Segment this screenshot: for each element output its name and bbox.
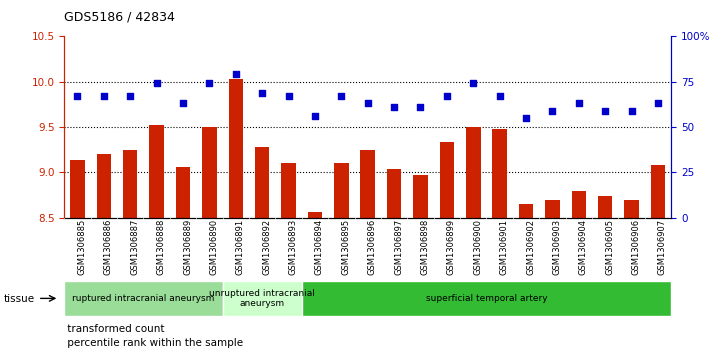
Point xyxy=(124,93,136,99)
Text: GSM1306899: GSM1306899 xyxy=(447,219,456,275)
Point xyxy=(626,108,638,114)
Text: GDS5186 / 42834: GDS5186 / 42834 xyxy=(64,11,175,24)
Text: ruptured intracranial aneurysm: ruptured intracranial aneurysm xyxy=(72,294,215,303)
Point xyxy=(151,81,162,86)
Point xyxy=(653,101,664,106)
Bar xyxy=(361,150,375,218)
Point xyxy=(256,90,268,95)
Text: tissue: tissue xyxy=(4,294,35,305)
Text: GSM1306886: GSM1306886 xyxy=(104,219,113,276)
Point xyxy=(415,104,426,110)
Text: GSM1306896: GSM1306896 xyxy=(368,219,377,275)
Bar xyxy=(123,150,138,218)
Bar xyxy=(545,200,560,218)
Bar xyxy=(149,125,164,218)
Bar xyxy=(70,160,85,218)
Bar xyxy=(571,191,586,218)
Text: GSM1306895: GSM1306895 xyxy=(341,219,351,275)
Text: GSM1306905: GSM1306905 xyxy=(605,219,614,275)
Bar xyxy=(202,127,216,218)
Text: GSM1306906: GSM1306906 xyxy=(632,219,640,275)
Point xyxy=(441,93,453,99)
Point xyxy=(230,72,241,77)
Bar xyxy=(228,79,243,218)
Text: transformed count: transformed count xyxy=(64,324,165,334)
Point xyxy=(71,93,83,99)
Point xyxy=(388,104,400,110)
Text: GSM1306898: GSM1306898 xyxy=(421,219,430,275)
Text: GSM1306901: GSM1306901 xyxy=(500,219,508,275)
Text: GSM1306888: GSM1306888 xyxy=(156,219,166,276)
Point xyxy=(600,108,611,114)
Bar xyxy=(176,167,190,218)
Bar xyxy=(308,212,322,218)
Point xyxy=(547,108,558,114)
Text: GSM1306904: GSM1306904 xyxy=(579,219,588,275)
Point xyxy=(283,93,294,99)
Bar xyxy=(281,163,296,218)
Bar xyxy=(466,127,481,218)
Text: GSM1306885: GSM1306885 xyxy=(77,219,86,275)
Point xyxy=(98,93,109,99)
Bar xyxy=(223,281,302,316)
Bar xyxy=(519,204,533,218)
Point xyxy=(309,113,321,119)
Point xyxy=(336,93,347,99)
Text: GSM1306903: GSM1306903 xyxy=(553,219,561,275)
Text: superficial temporal artery: superficial temporal artery xyxy=(426,294,547,303)
Bar xyxy=(598,196,613,218)
Text: percentile rank within the sample: percentile rank within the sample xyxy=(64,338,243,348)
Bar xyxy=(650,165,665,218)
Bar xyxy=(440,142,454,218)
Text: GSM1306893: GSM1306893 xyxy=(288,219,298,275)
Bar xyxy=(334,163,348,218)
Text: GSM1306892: GSM1306892 xyxy=(262,219,271,275)
Text: GSM1306897: GSM1306897 xyxy=(394,219,403,275)
Bar xyxy=(493,129,507,218)
Point xyxy=(468,81,479,86)
Point xyxy=(203,81,215,86)
Bar xyxy=(624,200,639,218)
Text: GSM1306900: GSM1306900 xyxy=(473,219,482,275)
Point xyxy=(573,101,585,106)
Text: GSM1306894: GSM1306894 xyxy=(315,219,324,275)
Bar xyxy=(387,169,401,218)
Text: GSM1306890: GSM1306890 xyxy=(209,219,218,275)
Point xyxy=(494,93,506,99)
Bar xyxy=(255,147,269,218)
Bar xyxy=(413,175,428,218)
Text: GSM1306891: GSM1306891 xyxy=(236,219,245,275)
Bar xyxy=(302,281,671,316)
Text: GSM1306902: GSM1306902 xyxy=(526,219,535,275)
Point xyxy=(521,115,532,121)
Bar xyxy=(96,154,111,218)
Point xyxy=(362,101,373,106)
Bar xyxy=(64,281,223,316)
Point xyxy=(177,101,188,106)
Text: GSM1306889: GSM1306889 xyxy=(183,219,192,275)
Text: unruptured intracranial
aneurysm: unruptured intracranial aneurysm xyxy=(209,289,315,308)
Text: GSM1306907: GSM1306907 xyxy=(658,219,667,275)
Text: GSM1306887: GSM1306887 xyxy=(130,219,139,276)
